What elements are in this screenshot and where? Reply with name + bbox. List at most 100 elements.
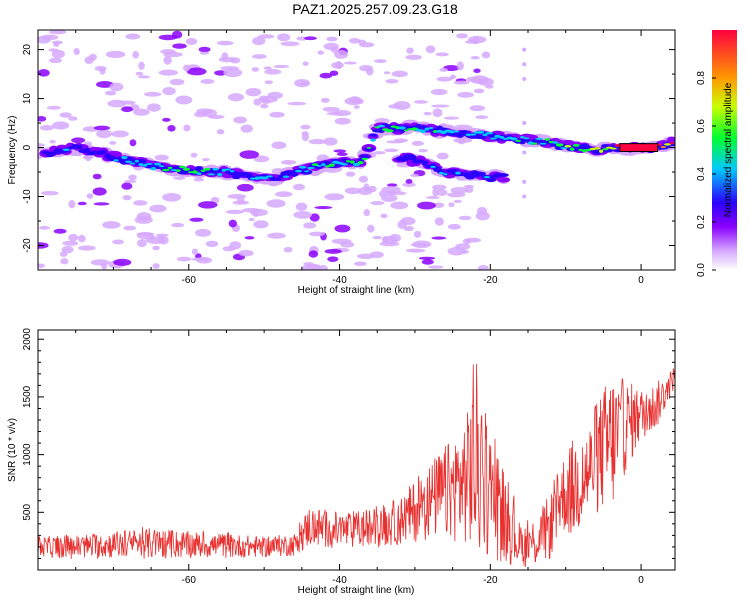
heatmap-noise-cell (132, 50, 139, 59)
heatmap-noise-cell (236, 183, 254, 192)
heatmap-noise-cell (388, 104, 401, 109)
heatmap-ridge-cell (161, 168, 170, 172)
heatmap-ridge-cell (548, 140, 554, 144)
heatmap-noise-cell (68, 200, 76, 209)
heatmap-noise-cell (252, 36, 266, 46)
heatmap-noise-cell (287, 101, 307, 106)
heatmap-noise-cell (340, 241, 355, 248)
heatmap-ridge-cell (555, 143, 564, 147)
heatmap-noise-cell (137, 239, 147, 248)
heatmap-noise-cell (439, 67, 448, 72)
heatmap-noise-cell (202, 157, 210, 162)
heatmap-noise-cell (146, 103, 161, 112)
colorbar-label: Normalized spectral amplitude (723, 82, 734, 217)
heatmap-ridge-cell (262, 176, 269, 180)
heatmap-noise-cell (38, 263, 45, 269)
heatmap-noise-cell (107, 99, 127, 108)
heatmap-ridge-cell (216, 172, 223, 177)
heatmap-noise-cell (182, 64, 191, 72)
heatmap-noise-cell (319, 72, 333, 79)
heatmap-noise-cell (418, 148, 428, 153)
heatmap-noise-cell (462, 238, 472, 245)
heatmap-ridge-cell (200, 169, 206, 173)
heatmap-noise-cell (302, 61, 309, 66)
heatmap-noise-cell (372, 235, 382, 240)
heatmap-ridge-cell (74, 144, 83, 150)
heatmap-ridge-cell (520, 135, 525, 139)
heatmap-noise-cell (349, 96, 361, 103)
heatmap-ridge-cell (468, 133, 477, 136)
heatmap-noise-cell (123, 225, 136, 231)
heatmap-noise-cell (198, 201, 218, 209)
heatmap-noise-cell (59, 251, 68, 257)
heatmap-noise-cell (423, 111, 432, 116)
heatmap-ridge-cell (370, 138, 376, 142)
heatmap-noise-cell (418, 256, 436, 260)
heatmap-noise-cell (133, 108, 150, 116)
heatmap-noise-cell (136, 212, 152, 221)
heatmap-ridge-cell (452, 130, 460, 133)
heatmap-noise-cell (232, 200, 250, 205)
heatmap-branch-cell (455, 171, 461, 175)
heatmap-noise-cell (59, 112, 72, 118)
heatmap-ridge-cell (273, 177, 282, 181)
heatmap-noise-cell (238, 249, 254, 257)
heatmap-noise-cell (324, 248, 342, 254)
heatmap-noise-cell (227, 93, 244, 102)
heatmap-ridge-cell (345, 160, 351, 163)
heatmap-noise-cell (421, 259, 434, 265)
heatmap-noise-cell (387, 183, 398, 187)
heatmap-noise-cell (267, 232, 286, 239)
heatmap-noise-cell (436, 152, 449, 160)
heatmap-ridge-cell (316, 164, 322, 167)
heatmap-ridge-cell (196, 172, 202, 176)
bottom-xtick-label: -40 (332, 575, 347, 586)
heatmap-noise-cell (77, 245, 96, 251)
heatmap-noise-cell (121, 182, 133, 190)
heatmap-noise-cell (308, 250, 319, 258)
bottom-ytick-label: 2000 (22, 328, 33, 351)
heatmap-noise-cell (348, 38, 361, 44)
heatmap-noise-cell (380, 213, 388, 219)
heatmap-noise-cell (264, 69, 282, 75)
heatmap-noise-cell (163, 55, 172, 65)
heatmap-ridge-cell (485, 132, 494, 135)
top-xtick-label: -60 (182, 275, 197, 286)
spectrogram-heatmap (38, 30, 675, 270)
heatmap-noise-cell (331, 62, 344, 69)
heatmap-noise-cell (143, 91, 162, 97)
heatmap-noise-cell (200, 79, 215, 84)
colorbar-tick-label: 0.8 (696, 71, 707, 85)
heatmap-noise-cell (425, 45, 436, 54)
heatmap-noise-cell (363, 183, 370, 192)
heatmap-ridge-cell (83, 147, 91, 153)
heatmap-noise-cell (277, 33, 291, 42)
bottom-y-axis-label: SNR (10 * v/v) (7, 418, 18, 482)
heatmap-noise-cell (38, 143, 45, 147)
heatmap-noise-cell (51, 121, 70, 130)
heatmap-noise-cell (96, 81, 114, 88)
heatmap-noise-cell (374, 117, 390, 124)
bottom-ytick-label: 1000 (22, 443, 33, 466)
top-ytick-label: 0 (22, 144, 33, 150)
snr-frame (37, 329, 676, 571)
heatmap-noise-cell (111, 130, 129, 138)
heatmap-noise-cell (353, 261, 367, 267)
heatmap-noise-cell (60, 258, 69, 265)
heatmap-noise-cell (138, 61, 145, 70)
heatmap-ridge-cell (41, 150, 50, 155)
heatmap-noise-cell (317, 50, 325, 55)
heatmap-noise-cell (373, 59, 387, 64)
heatmap-noise-cell (303, 222, 317, 229)
heatmap-noise-cell (410, 173, 419, 178)
heatmap-noise-cell (162, 117, 171, 122)
heatmap-noise-cell (138, 75, 151, 79)
heatmap-ridge-cell (298, 165, 307, 169)
heatmap-noise-cell (253, 220, 269, 229)
heatmap-noise-cell (300, 124, 311, 130)
heatmap-noise-cell (470, 56, 480, 60)
heatmap-noise-cell (450, 186, 469, 194)
heatmap-ridge-cell (510, 137, 518, 141)
heatmap-branch-cell (443, 173, 448, 176)
heatmap-noise-cell (390, 201, 409, 210)
